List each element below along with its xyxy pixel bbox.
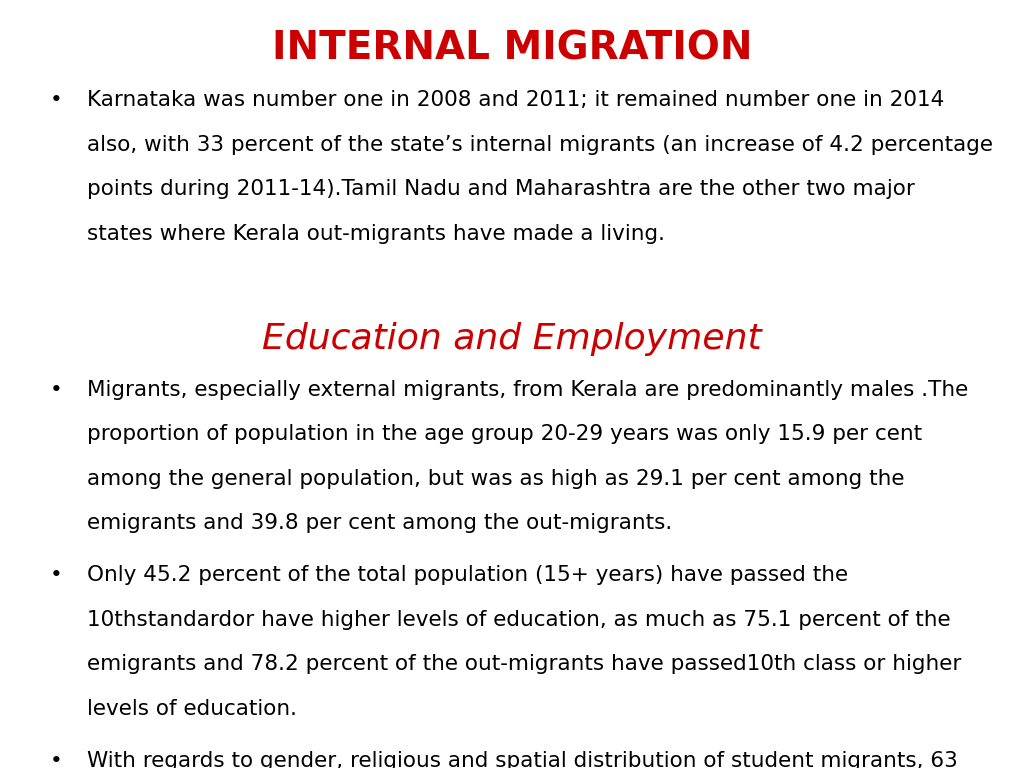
Text: states where Kerala out-migrants have made a living.: states where Kerala out-migrants have ma… <box>87 223 665 243</box>
Text: •: • <box>50 379 62 399</box>
Text: also, with 33 percent of the state’s internal migrants (an increase of 4.2 perce: also, with 33 percent of the state’s int… <box>87 134 993 154</box>
Text: Only 45.2 percent of the total population (15+ years) have passed the: Only 45.2 percent of the total populatio… <box>87 565 848 585</box>
Text: proportion of population in the age group 20-29 years was only 15.9 per cent: proportion of population in the age grou… <box>87 424 923 444</box>
Text: Education and Employment: Education and Employment <box>262 322 762 356</box>
Text: •: • <box>50 565 62 585</box>
Text: levels of education.: levels of education. <box>87 699 297 719</box>
Text: 10thstandardor have higher levels of education, as much as 75.1 percent of the: 10thstandardor have higher levels of edu… <box>87 610 950 630</box>
Text: •: • <box>50 90 62 110</box>
Text: emigrants and 39.8 per cent among the out-migrants.: emigrants and 39.8 per cent among the ou… <box>87 513 673 533</box>
Text: points during 2011-14).Tamil Nadu and Maharashtra are the other two major: points during 2011-14).Tamil Nadu and Ma… <box>87 179 914 199</box>
Text: among the general population, but was as high as 29.1 per cent among the: among the general population, but was as… <box>87 468 904 488</box>
Text: INTERNAL MIGRATION: INTERNAL MIGRATION <box>271 30 753 68</box>
Text: •: • <box>50 751 62 768</box>
Text: Migrants, especially external migrants, from Kerala are predominantly males .The: Migrants, especially external migrants, … <box>87 379 969 399</box>
Text: Karnataka was number one in 2008 and 2011; it remained number one in 2014: Karnataka was number one in 2008 and 201… <box>87 90 944 110</box>
Text: With regards to gender, religious and spatial distribution of student migrants, : With regards to gender, religious and sp… <box>87 751 957 768</box>
Text: emigrants and 78.2 percent of the out-migrants have passed10th class or higher: emigrants and 78.2 percent of the out-mi… <box>87 654 962 674</box>
